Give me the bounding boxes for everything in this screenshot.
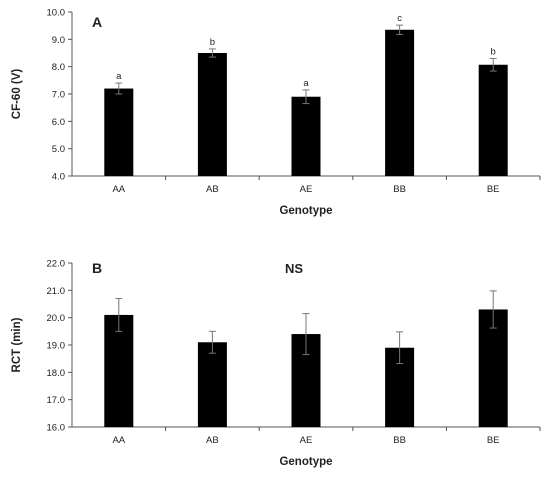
panel-b-chart: 16.0 17.0 18.0 19.0 20.0 21.0 22.0 AA AB AE BB BE Ge… [11, 259, 541, 468]
y-tick-label: 17.0 [47, 395, 66, 406]
x-tick-label: AA [112, 435, 125, 446]
y-tick-label: 7.0 [52, 90, 65, 101]
x-tick-label: BE [487, 435, 500, 446]
y-tick-label: 19.0 [47, 341, 66, 352]
significance-letter: b [491, 46, 496, 57]
y-tick-label: 4.0 [52, 172, 65, 183]
x-tick-label: AB [206, 435, 219, 446]
panel-letter: A [92, 14, 102, 30]
significance-letter: a [303, 78, 309, 89]
bar-bb [385, 29, 415, 177]
bar-be [478, 309, 508, 427]
x-tick-label: AB [206, 184, 219, 195]
bar-be [478, 64, 508, 176]
significance-letter: a [116, 71, 122, 82]
ns-annotation: NS [285, 261, 303, 276]
bar-ab [197, 342, 227, 427]
y-tick-label: 22.0 [47, 259, 66, 270]
significance-letter: b [210, 37, 215, 48]
x-axis-title: Genotype [279, 456, 332, 468]
x-tick-label: BE [487, 184, 500, 195]
y-tick-label: 18.0 [47, 368, 66, 379]
y-tick-label: 21.0 [47, 286, 66, 297]
x-axis-title: Genotype [279, 205, 332, 217]
y-axis-title: CF-60 (V) [11, 69, 23, 120]
bar-ab [197, 53, 227, 176]
y-tick-label: 16.0 [47, 423, 66, 434]
y-tick-label: 6.0 [52, 117, 65, 128]
significance-letter: c [397, 13, 402, 24]
bar-aa [104, 314, 134, 427]
bar-ae [291, 96, 321, 176]
x-tick-label: BB [393, 184, 406, 195]
bar-aa [104, 88, 134, 176]
x-tick-label: AE [300, 184, 313, 195]
y-tick-label: 5.0 [52, 144, 65, 155]
y-tick-label: 20.0 [47, 313, 66, 324]
x-tick-label: AA [112, 184, 125, 195]
y-tick-label: 9.0 [52, 35, 65, 46]
y-axis-title: RCT (min) [11, 317, 23, 372]
y-tick-label: 8.0 [52, 62, 65, 73]
panel-a-chart: 4.0 5.0 6.0 7.0 8.0 9.0 10.0 a AA b AB a AE c BB b BE Gen… [11, 8, 541, 217]
x-tick-label: BB [393, 435, 406, 446]
panel-letter: B [92, 260, 102, 276]
y-tick-label: 10.0 [47, 8, 66, 19]
x-tick-label: AE [300, 435, 313, 446]
